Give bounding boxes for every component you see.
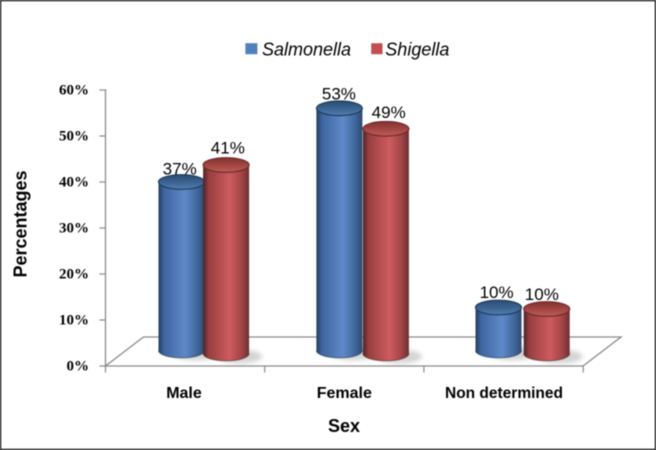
svg-text:10%: 10%	[59, 312, 89, 328]
svg-text:49%: 49%	[372, 103, 406, 122]
svg-text:10%: 10%	[525, 285, 559, 304]
svg-text:10%: 10%	[480, 283, 514, 302]
svg-text:41%: 41%	[211, 139, 245, 158]
svg-text:Male: Male	[166, 385, 202, 402]
svg-text:20%: 20%	[59, 266, 89, 282]
svg-text:40%: 40%	[59, 174, 89, 190]
svg-text:Shigella: Shigella	[385, 40, 449, 60]
svg-text:Female: Female	[317, 385, 372, 402]
svg-text:0%: 0%	[67, 358, 90, 374]
svg-text:Non determined: Non determined	[445, 385, 563, 402]
svg-text:50%: 50%	[59, 128, 89, 144]
svg-text:30%: 30%	[59, 220, 89, 236]
svg-text:Sex: Sex	[328, 416, 360, 436]
svg-text:Salmonella: Salmonella	[262, 40, 351, 60]
svg-text:60%: 60%	[59, 82, 89, 98]
svg-text:53%: 53%	[322, 85, 356, 104]
svg-text:Percentages: Percentages	[11, 170, 31, 277]
svg-text:37%: 37%	[163, 160, 197, 179]
